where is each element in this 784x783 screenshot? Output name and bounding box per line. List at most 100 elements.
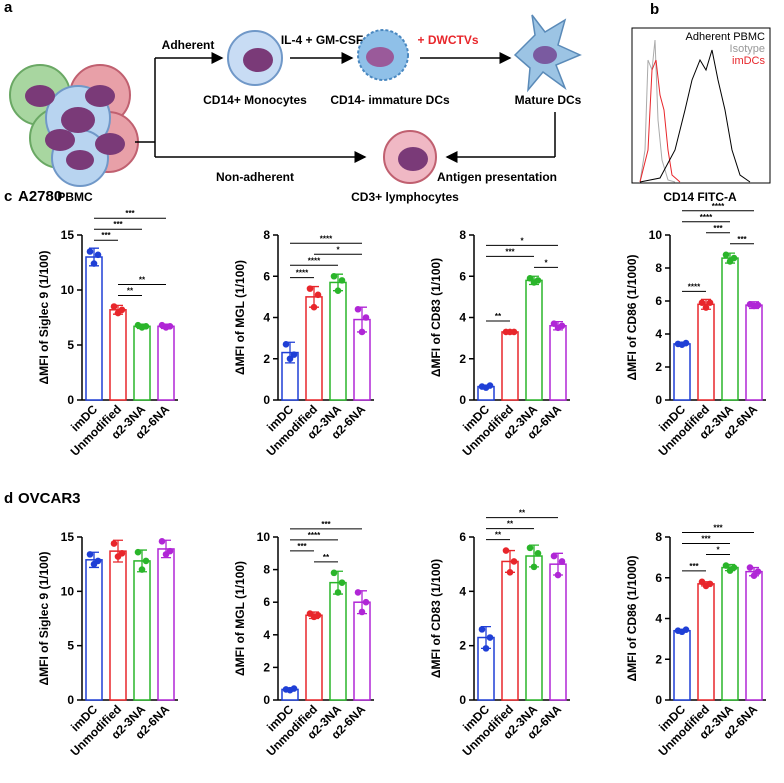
bar: [109, 550, 127, 701]
row-title: OVCAR3: [18, 490, 81, 507]
bar: [157, 548, 175, 701]
y-tick-label: 10: [61, 283, 75, 297]
significance-label: ****: [308, 256, 321, 265]
y-tick-label: 4: [459, 584, 466, 598]
replicate-point: [698, 578, 706, 586]
replicate-point: [746, 564, 754, 571]
significance-label: ****: [296, 269, 309, 278]
y-tick-label: 8: [655, 261, 662, 275]
replicate-point: [358, 608, 366, 616]
y-tick-label: 8: [263, 228, 270, 242]
y-tick-label: 15: [61, 228, 75, 242]
bar: [85, 559, 103, 701]
significance-label: ****: [712, 202, 725, 211]
node-label: CD14+ Monocytes: [203, 93, 307, 107]
replicate-point: [558, 322, 566, 330]
y-tick-label: 2: [263, 660, 270, 674]
replicate-point: [482, 645, 490, 652]
replicate-point: [530, 563, 538, 571]
y-tick-label: 4: [655, 612, 662, 626]
replicate-point: [314, 611, 322, 619]
y-tick-label: 8: [263, 563, 270, 577]
bar: [133, 560, 151, 701]
replicate-point: [166, 323, 174, 330]
significance-label: ***: [505, 247, 515, 256]
significance-label: **: [507, 520, 514, 529]
replicate-point: [314, 291, 322, 299]
bar: [721, 257, 739, 401]
significance-label: **: [323, 553, 330, 562]
replicate-point: [362, 598, 370, 606]
y-axis-label: ΔMFI of Siglec 9 (1/100): [37, 552, 51, 686]
replicate-point: [682, 626, 690, 634]
significance-label: *: [336, 245, 340, 254]
replicate-point: [478, 626, 486, 633]
panel-label: d: [4, 490, 13, 507]
significance-label: ***: [713, 224, 723, 233]
node-label: PBMC: [57, 190, 93, 204]
significance-label: **: [127, 287, 134, 296]
significance-label: **: [139, 276, 146, 285]
node-label: CD14- immature DCs: [330, 93, 450, 107]
replicate-point: [362, 314, 370, 321]
y-axis-label: ΔMFI of CD86 (1/1000): [625, 255, 639, 381]
y-tick-label: 4: [459, 311, 466, 325]
bar: [525, 279, 543, 401]
replicate-point: [502, 547, 510, 554]
y-tick-label: 8: [459, 228, 466, 242]
x-axis-label: CD14 FITC-A: [663, 190, 737, 204]
y-axis-label: ΔMFI of CD83 (1/100): [429, 559, 443, 678]
bar: [697, 583, 715, 701]
bar: [745, 304, 763, 401]
panel-label: b: [650, 1, 659, 18]
significance-label: *: [520, 236, 524, 245]
edge-label: Non-adherent: [216, 170, 294, 184]
replicate-point: [94, 251, 102, 259]
replicate-point: [510, 558, 518, 565]
replicate-point: [286, 355, 294, 363]
replicate-point: [310, 303, 318, 311]
y-axis-label: ΔMFI of MGL (1/100): [233, 260, 247, 375]
y-tick-label: 0: [67, 393, 74, 407]
replicate-point: [110, 303, 118, 310]
y-tick-label: 5: [67, 338, 74, 352]
bar: [133, 325, 151, 401]
replicate-point: [534, 550, 542, 557]
significance-label: ***: [701, 535, 711, 544]
replicate-point: [290, 351, 298, 358]
edge-label: Adherent: [162, 38, 215, 52]
workflow-diagram: a PBMC Adherent Non-adherent CD14+ Monoc…: [4, 0, 582, 204]
bar: [549, 563, 567, 701]
replicate-point: [134, 548, 142, 556]
y-tick-label: 0: [459, 393, 466, 407]
bar: [329, 281, 347, 401]
significance-label: ****: [700, 213, 713, 222]
replicate-point: [94, 557, 102, 565]
replicate-point: [166, 547, 174, 555]
flow-histogram: b Adherent PBMC Isotype imDCs CD14 FITC-…: [631, 1, 771, 204]
significance-label: ***: [125, 209, 135, 218]
replicate-point: [754, 301, 762, 309]
y-tick-label: 6: [459, 530, 466, 544]
replicate-point: [334, 287, 342, 294]
y-tick-label: 2: [263, 352, 270, 366]
replicate-point: [558, 558, 566, 565]
replicate-point: [354, 589, 362, 596]
row-title: A2780: [18, 188, 62, 205]
legend-label: imDCs: [732, 55, 765, 67]
significance-label: ***: [737, 235, 747, 244]
replicate-point: [534, 277, 542, 284]
bar: [721, 566, 739, 701]
replicate-point: [282, 341, 290, 348]
replicate-point: [118, 306, 126, 314]
edge-label: + DWCTVs: [417, 33, 478, 47]
y-tick-label: 0: [263, 693, 270, 707]
bar: [745, 570, 763, 701]
significance-label: ***: [113, 220, 123, 229]
y-tick-label: 6: [263, 269, 270, 283]
node-label: Mature DCs: [515, 93, 582, 107]
legend-label: Isotype: [730, 43, 765, 55]
